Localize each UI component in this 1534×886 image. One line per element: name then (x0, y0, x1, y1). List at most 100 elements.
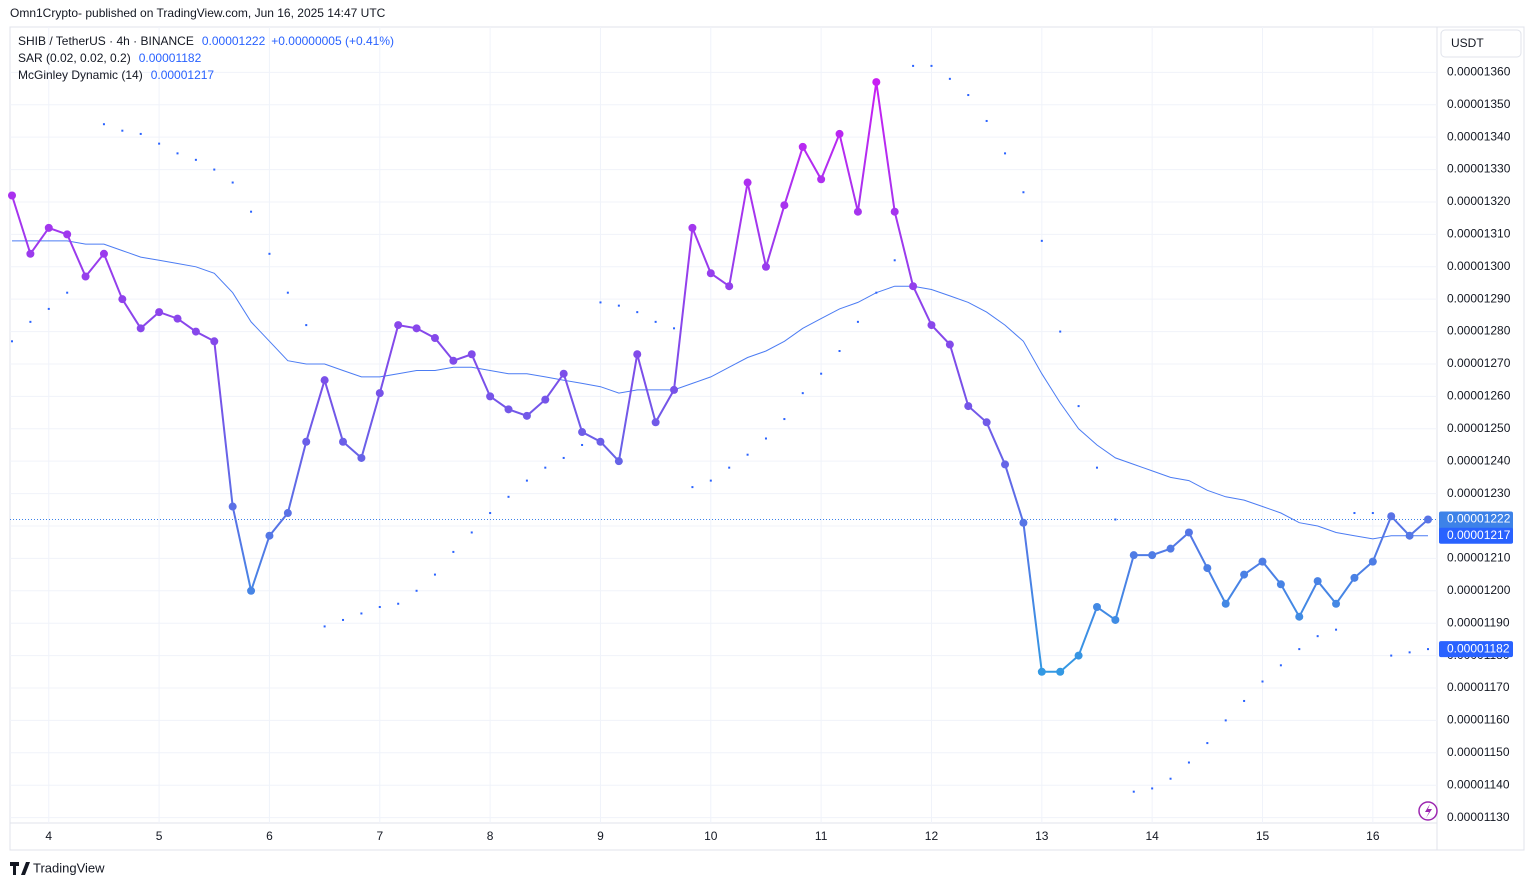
sar-dot (544, 466, 547, 469)
sar-dot (323, 625, 326, 628)
sar-dot (1224, 719, 1227, 722)
price-point (725, 282, 734, 291)
sar-dot (470, 531, 473, 534)
price-badge (1439, 641, 1513, 658)
sar-dot (176, 152, 179, 155)
sar-dot (1040, 239, 1043, 242)
y-tick-label: 0.00001350 (1447, 97, 1511, 111)
sar-dot (1427, 648, 1429, 651)
sar-dot (1132, 790, 1135, 793)
price-point (81, 272, 90, 281)
sar-dot (378, 605, 381, 608)
price-point (945, 340, 954, 349)
indicator-line (12, 240, 1428, 540)
price-point (559, 369, 568, 378)
price-point (670, 385, 679, 394)
legend: SHIB / TetherUS · 4h · BINANCE 0.00001222… (18, 34, 394, 82)
legend-value: 0.00001217 (151, 68, 215, 82)
price-point (63, 230, 72, 239)
price-point (155, 308, 164, 317)
y-tick-label: 0.00001290 (1447, 291, 1511, 305)
sar-dot (728, 466, 731, 469)
sar-dot (1022, 191, 1025, 194)
y-tick-label: 0.00001270 (1447, 356, 1511, 370)
x-tick-label: 9 (597, 829, 604, 843)
price-point (467, 350, 476, 359)
price-point (1092, 602, 1101, 611)
sar-dot (654, 320, 657, 323)
sar-dot (121, 129, 124, 132)
price-point (247, 586, 256, 595)
price-point (449, 356, 458, 365)
price-point (964, 402, 973, 411)
price-badge-label: 0.00001217 (1447, 528, 1511, 542)
price-point (1258, 557, 1267, 566)
price-point (578, 428, 587, 437)
price-point (1037, 667, 1046, 676)
price-point (614, 457, 623, 466)
sar-dot (1408, 651, 1411, 654)
sar-dot (342, 618, 345, 621)
price-point (798, 142, 807, 151)
legend-value: 0.00001182 (139, 51, 202, 65)
price-point (136, 324, 145, 333)
sar-dot (29, 320, 32, 323)
price-point (228, 502, 237, 511)
legend-name: SHIB / TetherUS · 4h · BINANCE (18, 34, 194, 48)
price-point (99, 249, 108, 258)
currency-button[interactable] (1440, 29, 1522, 58)
price-point (633, 350, 642, 359)
legend-name: SAR (0.02, 0.02, 0.2) (18, 51, 131, 65)
price-point (1332, 599, 1341, 608)
y-tick-label: 0.00001230 (1447, 486, 1511, 500)
sar-dot (305, 324, 308, 327)
legend-value: 0.00001222 (202, 34, 266, 48)
x-tick-label: 11 (815, 829, 828, 843)
y-tick-label: 0.00001320 (1447, 194, 1511, 208)
sar-dot (1004, 152, 1007, 155)
price-point (890, 207, 899, 216)
x-tick-label: 6 (266, 829, 273, 843)
sar-dot (47, 307, 50, 310)
grid (10, 27, 1437, 823)
y-tick-label: 0.00001330 (1447, 162, 1511, 176)
price-point (118, 295, 127, 304)
price-point (1019, 518, 1028, 527)
price-point (1368, 557, 1377, 566)
sar-dot (1187, 761, 1190, 764)
price-point (1405, 531, 1414, 540)
sar-dot (1279, 664, 1282, 667)
price-point (44, 223, 53, 232)
sar-dot (783, 418, 786, 421)
brand: TradingView (33, 860, 105, 875)
sar-dot (967, 94, 970, 97)
price-point (596, 437, 605, 446)
sar-dot (158, 142, 161, 145)
sar-dot (820, 372, 823, 375)
sar-dot (912, 64, 915, 67)
price-point (1148, 551, 1157, 560)
sar-dot (1095, 466, 1098, 469)
price-point (191, 327, 200, 336)
price-point (412, 324, 421, 333)
alert-icon[interactable] (1418, 801, 1438, 821)
sar-dot (1206, 742, 1209, 745)
y-tick-label: 0.00001250 (1447, 421, 1511, 435)
y-tick-label: 0.00001280 (1447, 324, 1511, 338)
sar-dot (433, 573, 436, 576)
sar-dot (11, 340, 13, 343)
x-tick-label: 4 (45, 829, 52, 843)
sar-dot (1353, 512, 1356, 515)
price-point (872, 78, 881, 87)
sar-dot (489, 512, 492, 515)
price-point (780, 201, 789, 210)
price-point (853, 207, 862, 216)
price-point (982, 418, 991, 427)
price-point (1313, 577, 1322, 586)
sar-dot (1261, 680, 1264, 683)
sar-dot (507, 495, 510, 498)
sar-dot (985, 119, 988, 122)
price-point (835, 129, 844, 138)
